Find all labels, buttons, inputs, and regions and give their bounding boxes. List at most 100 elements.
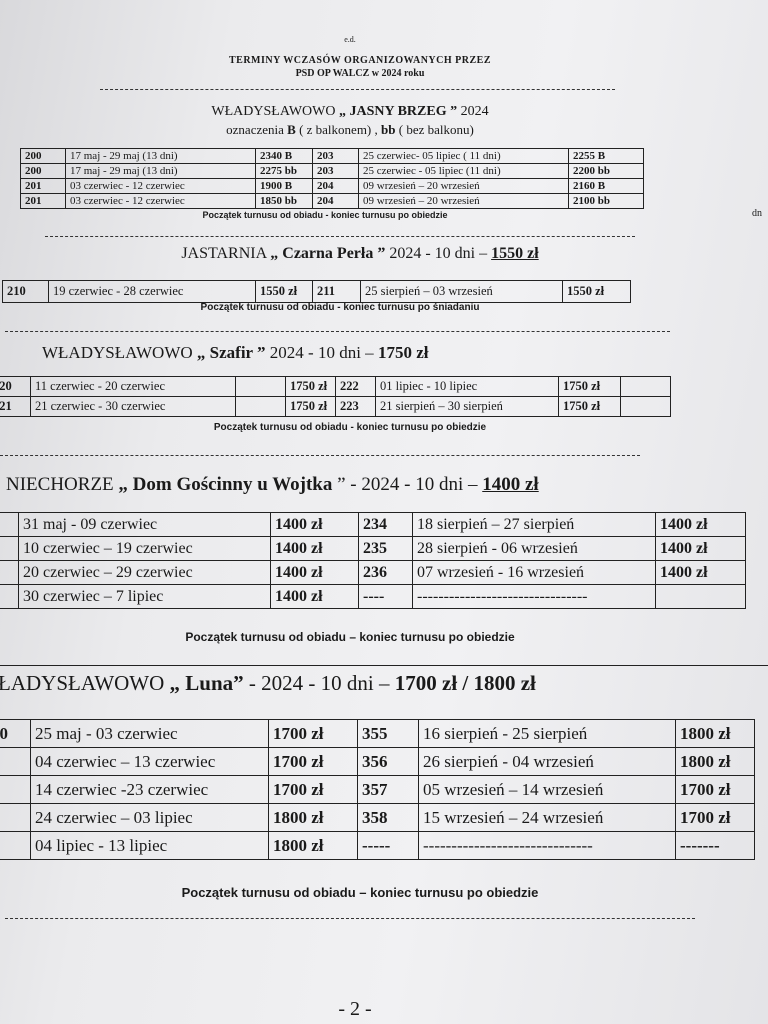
table-cell: 1700 zł <box>675 775 755 804</box>
table-cell: 1700 zł <box>268 775 358 804</box>
table-row: 30 czerwiec – 7 lipiec 1400 zł ---- -------… <box>0 584 746 609</box>
table-cell: 28 sierpień - 06 wrzesień <box>412 536 656 561</box>
table-cell: 1750 zł <box>285 376 336 397</box>
table-cell: 1800 zł <box>675 747 755 776</box>
heading-price: 1700 zł / 1800 zł <box>394 671 536 695</box>
divider <box>0 455 640 456</box>
table-cell: 25 maj - 03 czerwiec <box>30 719 269 748</box>
table-cell: 26 sierpień - 04 wrzesień <box>418 747 676 776</box>
table-cell <box>0 584 19 609</box>
heading-text: ŁADYSŁAWOWO <box>0 671 170 695</box>
section-heading-szafir: WŁADYSŁAWOWO „ Szafir ” 2024 - 10 dni – … <box>42 343 428 363</box>
table-cell: ------- <box>675 831 755 860</box>
table-cell: 1900 B <box>255 178 313 194</box>
table-cell: 1400 zł <box>655 536 746 561</box>
table-cell: ------------------------------ <box>418 831 676 860</box>
table-cell: 1850 bb <box>255 193 313 209</box>
table-cell: 2160 B <box>568 178 644 194</box>
table-cell: 222 <box>335 376 376 397</box>
divider <box>5 918 695 919</box>
turnus-note: Początek turnusu od obiadu - koniec turn… <box>200 302 480 313</box>
divider <box>5 331 670 332</box>
heading-name: „ Dom Gościnny u Wojtka <box>118 474 333 495</box>
table-cell: 17 maj - 29 maj (13 dni) <box>65 148 256 164</box>
legend-text: ( z balkonem) , <box>295 122 382 137</box>
table-cell <box>620 376 671 397</box>
heading-price: 1550 zł <box>491 245 539 262</box>
table-cell: 220 <box>0 376 31 397</box>
table-cell: 236 <box>358 560 413 585</box>
table-cell: 16 sierpień - 25 sierpień <box>418 719 676 748</box>
table-cell: 356 <box>357 747 419 776</box>
heading-name: „ Czarna Perła ” <box>270 245 386 262</box>
table-cell: 31 maj - 09 czerwiec <box>18 512 271 537</box>
page-number: - 2 - <box>338 998 372 1020</box>
table-cell: 15 wrzesień – 24 wrzesień <box>418 803 676 832</box>
table-cell: 1400 zł <box>270 536 359 561</box>
schedule-table-jasny-brzeg: 200 17 maj - 29 maj (13 dni) 2340 B 203 25 c… <box>20 148 644 209</box>
table-cell: 201 <box>20 193 66 209</box>
schedule-table-czarna-perla: 210 19 czerwiec - 28 czerwiec 1550 zł 211 25… <box>2 280 631 303</box>
section-heading-dom-goscinny: NIECHORZE „ Dom Gościnny u Wojtka ” - 20… <box>6 474 539 496</box>
table-cell: 20 czerwiec – 29 czerwiec <box>18 560 271 585</box>
table-cell: 204 <box>312 193 359 209</box>
document-title-line-2: PSD OP WALCZ w 2024 roku <box>295 68 425 79</box>
table-cell <box>0 512 19 537</box>
table-cell: 25 sierpień – 03 wrzesień <box>360 280 563 303</box>
table-row: 201 03 czerwiec - 12 czerwiec 1900 B 204 09 … <box>20 178 644 194</box>
table-cell: 1700 zł <box>675 803 755 832</box>
table-cell: 1750 zł <box>558 376 621 397</box>
table-cell: 355 <box>357 719 419 748</box>
table-cell: 2100 bb <box>568 193 644 209</box>
table-cell: 25 czerwiec - 05 lipiec (11 dni) <box>358 163 569 179</box>
table-cell: 50 <box>0 719 31 748</box>
section-heading-czarna-perla: JASTARNIA „ Czarna Perła ” 2024 - 10 dni… <box>60 245 660 263</box>
heading-year: - 2024 - 10 dni – <box>243 671 395 695</box>
table-cell: 1 <box>0 747 31 776</box>
table-cell <box>235 396 286 417</box>
table-row: 210 19 czerwiec - 28 czerwiec 1550 zł 211 25… <box>2 280 631 303</box>
heading-year: 2024 - 10 dni – <box>265 343 378 362</box>
table-cell: 1800 zł <box>268 803 358 832</box>
table-row: 04 lipiec - 13 lipiec 1800 zł ----- -------… <box>0 831 755 860</box>
table-cell: ---- <box>358 584 413 609</box>
table-cell <box>620 396 671 417</box>
table-cell: 14 czerwiec -23 czerwiec <box>30 775 269 804</box>
legend-bb: bb <box>381 122 396 137</box>
edge-fragment: dn <box>752 208 762 219</box>
table-cell: 357 <box>357 775 419 804</box>
table-cell: 1800 zł <box>675 719 755 748</box>
legend-text: ( bez balkonu) <box>395 122 474 137</box>
table-cell: 203 <box>312 163 359 179</box>
table-cell: 2 <box>0 775 31 804</box>
table-cell <box>655 584 746 609</box>
document-title-line-1: TERMINY WCZASÓW ORGANIZOWANYCH PRZEZ <box>228 55 491 66</box>
divider <box>100 89 615 90</box>
table-cell: 07 wrzesień - 16 wrzesień <box>412 560 656 585</box>
table-cell: 221 <box>0 396 31 417</box>
heading-year: 2024 - 10 dni – <box>385 245 492 262</box>
table-cell: 09 wrzesień – 20 wrzesień <box>358 178 569 194</box>
table-cell: 223 <box>335 396 376 417</box>
heading-price: 1400 zł <box>482 474 539 495</box>
table-cell: 04 czerwiec – 13 czerwiec <box>30 747 269 776</box>
table-cell: 10 czerwiec – 19 czerwiec <box>18 536 271 561</box>
turnus-note: Początek turnusu od obiadu - koniec turn… <box>213 422 487 433</box>
table-cell: 1800 zł <box>268 831 358 860</box>
heading-name: „ Szafir ” <box>196 343 266 362</box>
table-cell: 1700 zł <box>268 719 358 748</box>
schedule-table-dom-goscinny: 31 maj - 09 czerwiec 1400 zł 234 18 sierpie… <box>0 512 746 609</box>
table-row: 200 17 maj - 29 maj (13 dni) 2275 bb 203 25 … <box>20 163 644 179</box>
table-cell: 24 czerwiec – 03 lipiec <box>30 803 269 832</box>
document-mark: e.d. <box>344 35 356 44</box>
legend-text: oznaczenia <box>226 122 288 137</box>
table-cell: 11 czerwiec - 20 czerwiec <box>30 376 236 397</box>
table-cell: 03 czerwiec - 12 czerwiec <box>65 193 256 209</box>
table-cell: 17 maj - 29 maj (13 dni) <box>65 163 256 179</box>
table-cell: 211 <box>312 280 361 303</box>
